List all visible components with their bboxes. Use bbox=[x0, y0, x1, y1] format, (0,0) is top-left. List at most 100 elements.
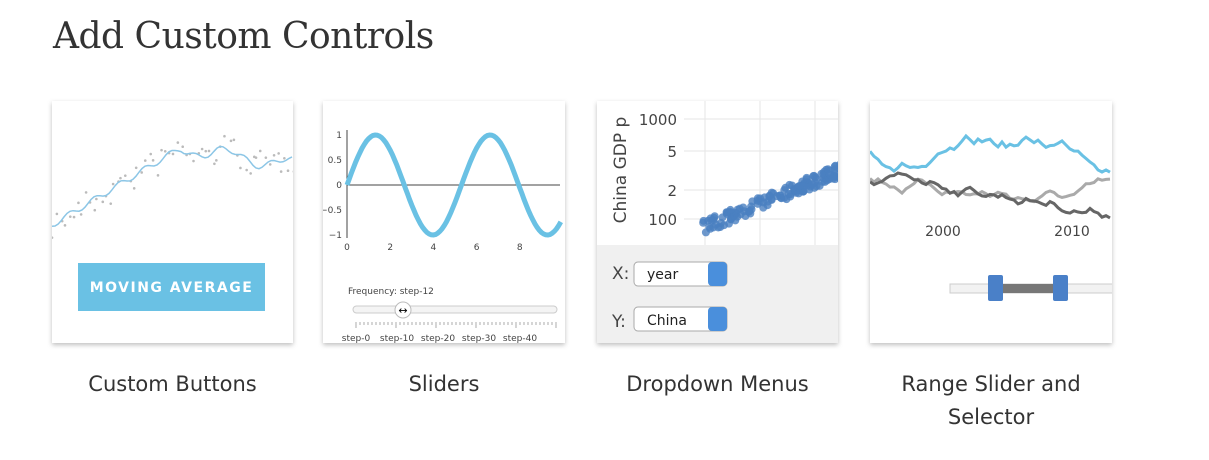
range-handle bbox=[1053, 275, 1068, 301]
caption[interactable]: Dropdown Menus bbox=[626, 372, 809, 396]
caption[interactable]: Sliders bbox=[408, 372, 480, 396]
y-label: China GDP p bbox=[611, 117, 631, 224]
noise-dot bbox=[160, 148, 163, 152]
card-sliders[interactable]: ↔ Frequency: step-12 10.50−0.5−10 2 4 6 8ste… bbox=[320, 101, 565, 344]
noise-dot bbox=[143, 159, 147, 162]
noise-dot bbox=[109, 202, 113, 205]
slider-track bbox=[352, 305, 558, 314]
noise-dot bbox=[77, 201, 80, 205]
noise-dot bbox=[132, 187, 136, 190]
scatter-dot bbox=[733, 205, 742, 214]
noise-dot bbox=[192, 159, 195, 163]
dropdown-value: year bbox=[647, 267, 678, 283]
scatter-dot bbox=[795, 181, 804, 190]
handle-icon: ↔ bbox=[398, 304, 407, 317]
noise-dot bbox=[176, 141, 180, 144]
noise-dot bbox=[264, 156, 268, 159]
noise-dot bbox=[232, 138, 236, 142]
dropdown-value: China bbox=[647, 313, 687, 329]
range-handle bbox=[988, 275, 1003, 301]
noise-dot bbox=[245, 168, 248, 172]
noise-dot bbox=[111, 182, 115, 186]
y-tick-label: 100 bbox=[648, 211, 677, 229]
scatter-dot bbox=[763, 201, 772, 210]
y-tick-label: −0.5 bbox=[320, 206, 342, 216]
x-menu-label: X: bbox=[612, 264, 629, 284]
noise-dot bbox=[72, 215, 76, 219]
step-label: step-0 bbox=[342, 334, 371, 344]
y-tick-label: 5 bbox=[667, 143, 677, 161]
scatter-dot bbox=[706, 214, 715, 223]
sine-wave bbox=[344, 132, 563, 238]
noise-dot bbox=[93, 208, 97, 212]
noise-dot bbox=[123, 174, 127, 177]
x-tick-label: 2000 bbox=[925, 224, 961, 240]
noise-dot bbox=[204, 149, 208, 153]
scatter-dot bbox=[831, 165, 838, 174]
range-selection bbox=[998, 284, 1058, 293]
average-line bbox=[52, 145, 293, 228]
noise-dot bbox=[292, 170, 293, 173]
thumbnail: 2000 2010 bbox=[870, 133, 1112, 301]
card-dropdown-menus[interactable]: China GDP p X: year Y: China 1000 5 2 100 bbox=[597, 101, 844, 343]
noise-dot bbox=[171, 152, 175, 156]
noise-dot bbox=[151, 159, 155, 162]
noise-dot bbox=[95, 197, 98, 201]
step-label: step-10 bbox=[380, 334, 414, 344]
series-line bbox=[870, 171, 1111, 220]
card-range-slider[interactable]: 2000 2010 bbox=[870, 101, 1115, 343]
scatter-dot bbox=[765, 192, 774, 201]
series-line bbox=[870, 133, 1111, 174]
scatter-dot bbox=[784, 189, 793, 198]
page-title: Add Custom Controls bbox=[53, 16, 434, 57]
caption[interactable]: Custom Buttons bbox=[88, 372, 257, 396]
card-custom-buttons[interactable]: MOVING AVERAGE bbox=[51, 101, 296, 343]
y-tick-label: 0.5 bbox=[328, 156, 342, 166]
x-tick-label: 2010 bbox=[1054, 224, 1090, 240]
x-tick-label: 4 bbox=[431, 243, 437, 253]
scatter-dot bbox=[705, 222, 714, 231]
scatter-dot bbox=[744, 207, 753, 216]
thumbnail bbox=[52, 134, 293, 239]
noise-dot bbox=[140, 171, 143, 174]
scatter-dot bbox=[753, 194, 762, 203]
noise-dot bbox=[63, 224, 67, 227]
step-label: step-20 bbox=[421, 334, 455, 344]
noise-dot bbox=[215, 159, 218, 162]
slider-handle bbox=[394, 301, 412, 319]
scatter-dot bbox=[699, 218, 708, 227]
card-bg bbox=[870, 101, 1112, 343]
noise-dot bbox=[279, 170, 283, 173]
noise-dot bbox=[249, 172, 252, 175]
scatter-dot bbox=[781, 183, 790, 192]
noise-dot bbox=[272, 153, 276, 157]
step-label: step-30 bbox=[462, 334, 496, 344]
noise-dot bbox=[52, 236, 54, 239]
thumbnail: China GDP p X: year Y: China 1000 5 2 100 bbox=[597, 101, 838, 343]
x-tick-label: 8 bbox=[517, 243, 523, 253]
scatter-dot bbox=[812, 175, 821, 184]
thumbnail: ↔ Frequency: step-12 10.50−0.5−10 2 4 6 8ste… bbox=[320, 130, 563, 344]
noise-dot bbox=[79, 213, 83, 216]
scatter-dot bbox=[828, 174, 837, 183]
x-tick-label: 6 bbox=[474, 243, 480, 253]
step-label: step-40 bbox=[503, 334, 537, 344]
y-tick-label: 1000 bbox=[639, 111, 677, 129]
scatter-dot bbox=[772, 192, 781, 201]
noise-dot bbox=[101, 200, 105, 204]
caption[interactable]: Range Slider and Selector bbox=[901, 372, 1081, 429]
x-tick-label: 2 bbox=[387, 243, 393, 253]
y-tick-label: 0 bbox=[336, 181, 342, 191]
scatter-dot bbox=[730, 212, 739, 221]
y-tick-label: 2 bbox=[667, 182, 677, 200]
scatter-dot bbox=[818, 177, 827, 186]
slider-label: Frequency: step-12 bbox=[348, 287, 434, 297]
y-menu-label: Y: bbox=[611, 312, 626, 332]
noise-dot bbox=[207, 149, 211, 153]
noise-dot bbox=[200, 147, 204, 151]
noise-dot bbox=[258, 149, 262, 153]
noise-dot bbox=[68, 215, 72, 218]
noise-dot bbox=[55, 212, 59, 216]
